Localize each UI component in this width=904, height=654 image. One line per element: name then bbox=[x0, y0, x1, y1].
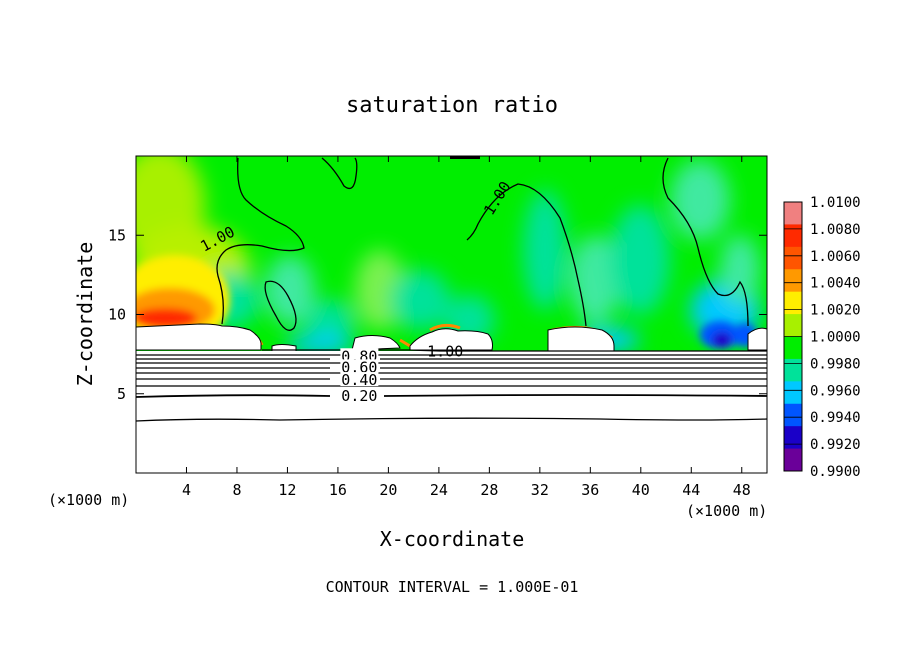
colorbar-swatch bbox=[784, 314, 802, 337]
x-tick-label: 20 bbox=[379, 481, 397, 499]
colorbar-label: 0.9940 bbox=[810, 410, 861, 426]
colorbar-label: 1.0020 bbox=[810, 303, 861, 319]
contour-interval-note: CONTOUR INTERVAL = 1.000E-01 bbox=[326, 578, 579, 596]
colorbar-label: 0.9900 bbox=[810, 464, 861, 480]
colorbar-swatch bbox=[784, 358, 802, 382]
top-edge-mark bbox=[450, 156, 480, 159]
x-tick-label: 4 bbox=[182, 481, 191, 499]
x-tick-label: 48 bbox=[733, 481, 751, 499]
x-tick-label: 44 bbox=[682, 481, 700, 499]
contour-label-text: 0.60 bbox=[341, 358, 377, 376]
contour-label-text: 1.00 bbox=[427, 343, 463, 361]
colorbar-swatch bbox=[784, 246, 802, 270]
y-tick-label: 10 bbox=[108, 306, 126, 324]
colorbar-label: 1.0040 bbox=[810, 276, 861, 292]
colorbar-label: 1.0060 bbox=[810, 249, 861, 265]
contour-label-text: 0.20 bbox=[341, 387, 377, 405]
contour-1.00-lower bbox=[262, 349, 767, 352]
x-tick-label: 36 bbox=[581, 481, 599, 499]
contour-label-bg bbox=[340, 372, 379, 387]
y-tick-label: 5 bbox=[117, 385, 126, 403]
x-tick-label: 12 bbox=[278, 481, 296, 499]
contour-1.00-mid bbox=[466, 183, 587, 327]
contour-label-text: 0.40 bbox=[341, 371, 377, 389]
x-axis-label: X-coordinate bbox=[380, 527, 525, 551]
colorbar-swatch bbox=[784, 269, 802, 293]
contour-lines bbox=[136, 157, 767, 422]
x-tick-label: 16 bbox=[329, 481, 347, 499]
contour-1.00-left bbox=[216, 157, 305, 325]
colorbar-label: 1.0000 bbox=[810, 330, 861, 346]
contour-0.10 bbox=[136, 417, 767, 422]
y-axis: 5 10 15 bbox=[108, 226, 767, 403]
colorbar-swatch bbox=[784, 448, 802, 472]
chart-title: saturation ratio bbox=[346, 93, 558, 118]
contour-label-bg bbox=[340, 348, 379, 363]
colorbar-label: 0.9920 bbox=[810, 437, 861, 453]
colorbar-label: 0.9960 bbox=[810, 383, 861, 399]
x-tick-label: 40 bbox=[632, 481, 650, 499]
colorbar-swatch bbox=[784, 291, 802, 315]
x-axis-unit-right: (×1000 m) bbox=[686, 502, 767, 520]
colorbar-swatch bbox=[784, 224, 802, 248]
contour-label: 0.60 bbox=[340, 358, 379, 376]
heatmap-field: 1.001.001.000.800.600.400.20 bbox=[136, 156, 767, 473]
y-tick-label: 15 bbox=[108, 226, 126, 244]
colorbar-label: 1.0080 bbox=[810, 222, 861, 238]
colorbar: 1.0100 1.0080 1.0060 1.0040 1.0020 1.0000 0.99… bbox=[783, 195, 861, 480]
x-tick-label: 28 bbox=[480, 481, 498, 499]
contour-1.00-loop bbox=[264, 280, 297, 331]
contour-1.00-top bbox=[321, 157, 358, 190]
colorbar-label: 1.0100 bbox=[810, 195, 861, 211]
x-tick-label: 24 bbox=[430, 481, 448, 499]
contour-label: 1.00 bbox=[427, 343, 463, 361]
colorbar-swatch bbox=[784, 381, 802, 405]
colorbar-swatch bbox=[784, 336, 802, 360]
field-extremes bbox=[136, 255, 757, 349]
y-axis-label: Z-coordinate bbox=[73, 242, 97, 387]
colorbar-swatch bbox=[784, 202, 802, 225]
colorbar-label: 0.9980 bbox=[810, 356, 861, 372]
contour-0.20 bbox=[136, 394, 767, 398]
contour-label-bg bbox=[340, 359, 379, 374]
colorbar-swatch bbox=[784, 426, 802, 450]
colorbar-swatch bbox=[784, 403, 802, 427]
x-tick-label: 8 bbox=[232, 481, 241, 499]
subsaturated-layer bbox=[136, 351, 767, 473]
cloud-regions bbox=[136, 323, 767, 353]
x-tick-label: 32 bbox=[531, 481, 549, 499]
contour-label-bg bbox=[340, 387, 379, 402]
x-axis-unit-left: (×1000 m) bbox=[48, 491, 129, 509]
contour-1.00-right bbox=[662, 157, 749, 327]
contour-label: 0.40 bbox=[340, 371, 379, 389]
contour-label: 0.20 bbox=[340, 387, 379, 405]
x-axis: 4 8 12 16 20 24 28 32 36 40 44 48 bbox=[182, 156, 751, 499]
